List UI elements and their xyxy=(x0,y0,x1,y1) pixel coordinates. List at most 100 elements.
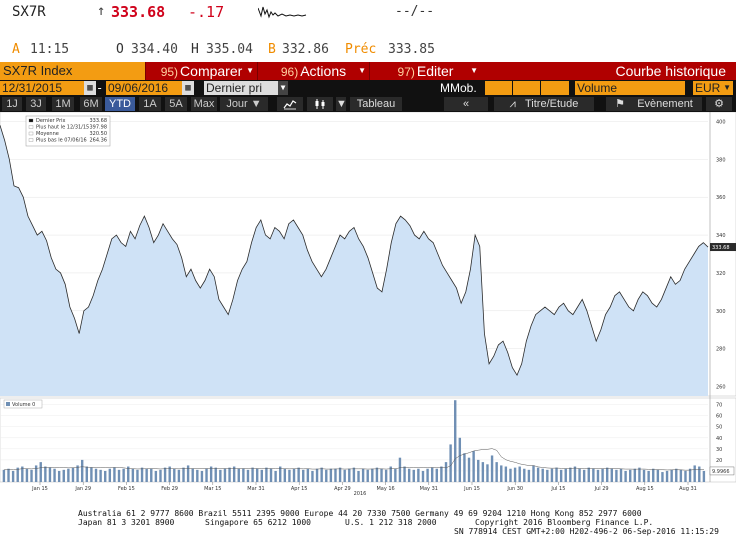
volume-bar xyxy=(513,467,517,482)
volume-bar xyxy=(219,469,222,482)
ask-label: A xyxy=(12,42,20,57)
volume-bar xyxy=(578,468,581,482)
period-1m[interactable]: 1M xyxy=(52,97,74,111)
last-price: 333.68 xyxy=(111,3,166,21)
period-6m[interactable]: 6M xyxy=(80,97,102,111)
candlestick-icon[interactable] xyxy=(307,97,333,111)
edit-button[interactable]: 97) Editer ▼ xyxy=(369,62,481,80)
volume-bar xyxy=(177,469,181,482)
volume-bar xyxy=(403,466,406,482)
volume-bar xyxy=(633,468,637,482)
chevron-down-icon[interactable]: ▼ xyxy=(278,81,288,95)
volume-bar xyxy=(656,469,660,482)
volume-bar xyxy=(679,469,683,482)
edit-label: Editer xyxy=(416,63,454,79)
end-date-input[interactable]: 09/06/2016 xyxy=(106,81,182,95)
double-chevron-left-icon[interactable]: « xyxy=(444,97,488,111)
period-toolbar: 1J 3J 1M 6M YTD 1A 5A Max Jour ▼ ▼ Table… xyxy=(0,96,736,112)
legend-value: 264.36 xyxy=(90,138,108,144)
volume-bar xyxy=(371,468,374,482)
volume-bar xyxy=(99,469,102,482)
volume-bar xyxy=(274,470,277,482)
y-tick-label: 280 xyxy=(716,347,726,353)
period-5y[interactable]: 5A xyxy=(165,97,187,111)
volume-bar xyxy=(140,467,144,482)
x-tick-label: Jul 15 xyxy=(550,486,565,492)
x-tick-label: Jun 15 xyxy=(463,486,480,492)
x-tick-label: Feb 15 xyxy=(118,486,135,492)
volume-bar xyxy=(283,468,287,482)
period-3d[interactable]: 3J xyxy=(26,97,46,111)
volume-bar xyxy=(196,469,199,482)
volume-bar xyxy=(638,467,641,482)
volume-bar xyxy=(154,470,158,482)
volume-bar xyxy=(16,467,19,482)
volume-bar xyxy=(435,468,438,482)
title-study-button[interactable]: ⩘ Titre/Etude xyxy=(494,97,594,111)
volume-bar xyxy=(675,468,678,482)
currency-select[interactable]: EUR ▼ xyxy=(693,81,733,95)
volume-bar xyxy=(85,466,88,482)
volume-tick-label: 40 xyxy=(716,436,722,442)
calendar-icon[interactable]: ▦ xyxy=(182,81,194,95)
chart-area[interactable]: 400 380 360 340 320 300 280 260 333.68 Dernier Pr… xyxy=(0,112,736,508)
x-tick-label: May 31 xyxy=(420,486,438,492)
footer-copyright: Copyright 2016 Bloomberg Finance L.P. xyxy=(475,518,654,527)
legend-value: 397.98 xyxy=(90,125,108,131)
start-date-input[interactable]: 12/31/2015 xyxy=(0,81,84,95)
x-tick-label: May 16 xyxy=(376,486,394,492)
volume-bar xyxy=(39,462,42,482)
period-max[interactable]: Max xyxy=(191,97,217,111)
volume-bar xyxy=(21,466,24,482)
x-tick-label: Apr 29 xyxy=(334,486,351,492)
legend-label: Dernier Prix xyxy=(36,118,66,124)
volume-bar xyxy=(375,467,379,482)
period-1d[interactable]: 1J xyxy=(2,97,22,111)
volume-bar xyxy=(315,468,319,482)
x-tick-label: Jul 29 xyxy=(594,486,609,492)
volume-bar xyxy=(559,469,563,482)
volume-bar xyxy=(311,470,314,482)
volume-bar xyxy=(269,468,273,482)
volume-bar xyxy=(145,468,148,482)
table-button[interactable]: Tableau xyxy=(350,97,402,111)
volume-field-select[interactable]: Volume xyxy=(575,81,685,95)
volume-bar xyxy=(440,466,443,482)
volume-bar xyxy=(186,465,190,482)
volume-bar xyxy=(500,465,503,482)
legend-swatch xyxy=(28,125,34,129)
compare-number: 95) xyxy=(160,65,179,79)
volume-bar xyxy=(242,468,245,482)
calendar-icon[interactable]: ▦ xyxy=(84,81,96,95)
gear-icon[interactable]: ⚙ xyxy=(706,97,732,111)
compare-button[interactable]: 95) Comparer ▼ xyxy=(145,62,257,80)
volume-bar xyxy=(605,467,609,482)
volume-bar xyxy=(546,469,549,482)
volume-bar xyxy=(592,468,595,482)
volume-bar xyxy=(191,468,194,482)
line-chart-icon[interactable] xyxy=(277,97,303,111)
chevron-down-icon: ▼ xyxy=(358,66,366,75)
volume-bar xyxy=(214,467,217,482)
frequency-select[interactable]: Jour ▼ xyxy=(220,97,268,111)
price-field-select[interactable]: Dernier pri xyxy=(204,81,286,95)
x-tick-label: Jan 29 xyxy=(74,486,91,492)
volume-bar xyxy=(265,467,268,482)
period-ytd[interactable]: YTD xyxy=(105,97,135,111)
price-volume-chart[interactable]: 400 380 360 340 320 300 280 260 333.68 Dernier Pr… xyxy=(0,112,736,508)
footer-contacts: Australia 61 2 9777 8600 Brazil 5511 239… xyxy=(78,509,642,518)
events-button[interactable]: ⚑ Evènement xyxy=(606,97,702,111)
volume-bar xyxy=(329,468,333,482)
chevron-down-icon[interactable]: ▼ xyxy=(336,97,347,111)
actions-button[interactable]: 96) Actions ▼ xyxy=(257,62,369,80)
moving-average-input[interactable] xyxy=(485,81,569,95)
y-tick-label: 340 xyxy=(716,233,726,239)
volume-bar xyxy=(122,468,125,482)
bid-label: B xyxy=(268,42,276,57)
index-label[interactable]: SX7R Index xyxy=(0,62,145,80)
volume-bar xyxy=(652,468,655,482)
volume-bar xyxy=(426,468,429,482)
period-1y[interactable]: 1A xyxy=(139,97,161,111)
volume-bar xyxy=(94,468,98,482)
volume-bar xyxy=(357,470,360,482)
